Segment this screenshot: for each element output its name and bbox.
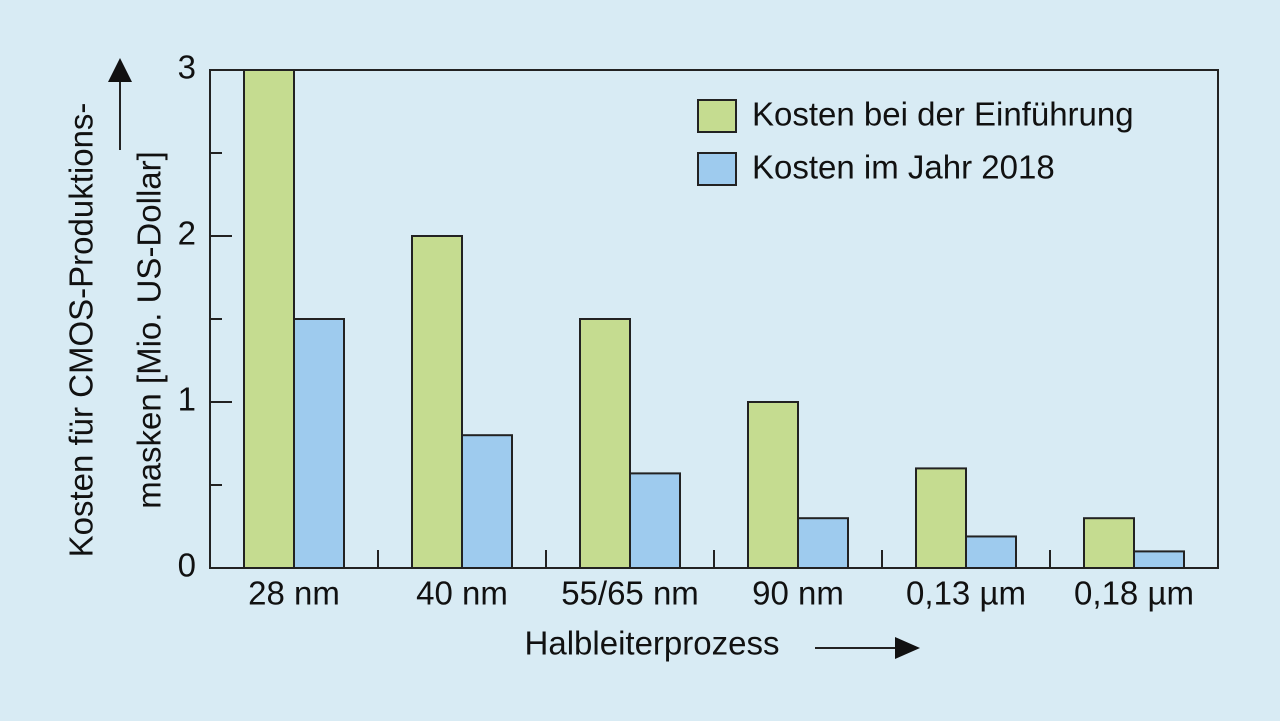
x-tick-label: 0,18 µm — [1074, 575, 1194, 612]
y-axis-label-line: masken [Mio. US-Dollar] — [131, 151, 168, 509]
legend-label: Kosten bei der Einführung — [752, 96, 1134, 133]
bar — [1083, 517, 1135, 570]
y-tick-label: 3 — [178, 49, 196, 86]
x-tick-label: 40 nm — [416, 575, 508, 612]
legend-swatch — [697, 99, 737, 133]
x-tick-label: 28 nm — [248, 575, 340, 612]
bar — [747, 401, 799, 569]
bar — [579, 318, 631, 569]
y-axis-label: Kosten für CMOS-Produktions- masken [Mio… — [63, 103, 168, 558]
bar — [629, 472, 681, 570]
bar — [915, 467, 967, 569]
legend-swatch — [697, 152, 737, 186]
bar — [411, 235, 463, 569]
bar — [461, 434, 513, 570]
x-tick-label: 0,13 µm — [906, 575, 1026, 612]
x-tick-label: 55/65 nm — [561, 575, 699, 612]
x-tick-label: 90 nm — [752, 575, 844, 612]
bar — [965, 535, 1017, 570]
bar — [1133, 550, 1185, 570]
plot-frame — [209, 69, 1219, 569]
y-arrow-head — [108, 58, 132, 82]
x-arrow-head — [895, 637, 920, 659]
bar — [293, 318, 345, 569]
legend-label: Kosten im Jahr 2018 — [752, 149, 1055, 186]
x-axis-label: Halbleiterprozess — [525, 625, 780, 662]
y-tick-label: 2 — [178, 215, 196, 252]
bar — [797, 517, 849, 570]
y-axis-label-line: Kosten für CMOS-Produktions- — [63, 103, 100, 558]
bar — [243, 69, 295, 569]
y-tick-label: 1 — [178, 381, 196, 418]
y-tick-label: 0 — [178, 547, 196, 584]
